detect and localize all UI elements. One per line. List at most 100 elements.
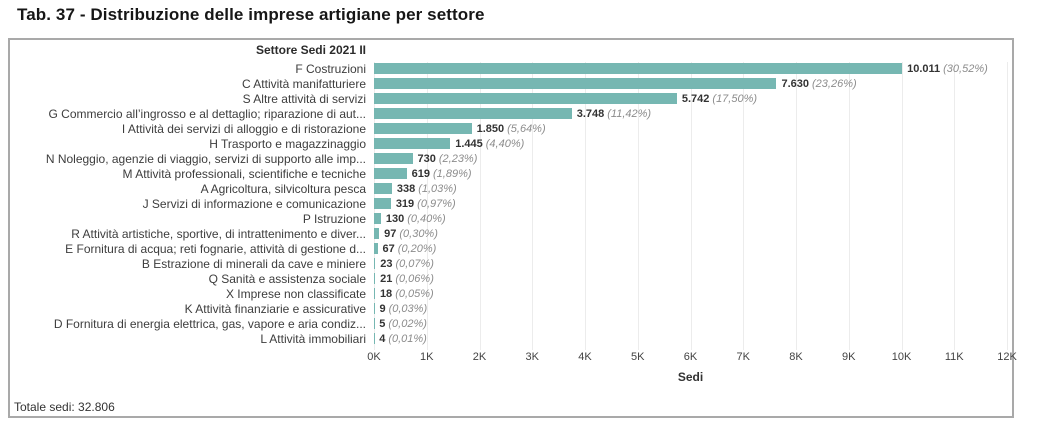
- bars-area: F Costruzioni 10.011 (30,52%) C Attività ma…: [10, 61, 1012, 346]
- bar-track: 21 (0,06%): [374, 271, 1007, 286]
- bar-track: 130 (0,40%): [374, 211, 1007, 226]
- bar-percent: (2,23%): [438, 152, 478, 165]
- category-label: B Estrazione di minerali da cave e minie…: [141, 256, 366, 271]
- bar-value: 5.742: [681, 92, 710, 105]
- bar-value: 21: [380, 272, 393, 285]
- bar-percent: (5,64%): [507, 122, 546, 135]
- bar-track: 1.850 (5,64%): [374, 121, 1007, 136]
- bar-row: B Estrazione di minerali da cave e minie…: [10, 256, 1012, 271]
- bar-value-label: 319 (0,97%): [396, 198, 456, 210]
- bar[interactable]: [374, 123, 472, 134]
- x-tick-label: 3K: [525, 351, 539, 363]
- bar[interactable]: [374, 243, 378, 254]
- x-tick-label: 2K: [472, 351, 487, 363]
- x-tick-label: 8K: [789, 351, 803, 363]
- category-label: K Attività finanziarie e assicurative: [184, 301, 366, 316]
- bar-row: H Trasporto e magazzinaggio 1.445 (4,40%): [10, 136, 1012, 151]
- category-label: R Attività artistiche, sportive, di intr…: [71, 226, 366, 241]
- category-label: S Altre attività di servizi: [242, 91, 366, 106]
- bar-percent: (11,42%): [607, 107, 652, 120]
- x-tick-label: 0K: [367, 351, 381, 363]
- category-label: H Trasporto e magazzinaggio: [209, 136, 366, 151]
- bar-percent: (0,40%): [407, 212, 446, 225]
- bar-track: 4 (0,01%): [374, 331, 1007, 346]
- bar-track: 5 (0,02%): [374, 316, 1007, 331]
- bar[interactable]: [374, 228, 380, 239]
- bar-percent: (17,50%): [712, 92, 758, 105]
- bar[interactable]: [374, 183, 392, 194]
- category-label: P Istruzione: [302, 211, 366, 226]
- bar-value: 4: [379, 332, 386, 345]
- bar[interactable]: [374, 168, 407, 179]
- bar-row: A Agricoltura, silvicoltura pesca 338 (1,0…: [10, 181, 1012, 196]
- bar-value: 730: [417, 152, 436, 165]
- bar-percent: (0,02%): [388, 317, 427, 330]
- bar[interactable]: [374, 198, 391, 209]
- bar-value-label: 10.011 (30,52%): [907, 63, 988, 75]
- category-label: N Noleggio, agenzie di viaggio, servizi …: [45, 151, 366, 166]
- bar-value: 3.748: [576, 107, 605, 120]
- x-tick-label: 6K: [683, 351, 698, 363]
- x-tick-label: 7K: [736, 351, 750, 363]
- bar-percent: (0,30%): [399, 227, 438, 240]
- bar[interactable]: [374, 273, 376, 284]
- bar-value-label: 1.850 (5,64%): [477, 123, 546, 135]
- bar-value-label: 730 (2,23%): [418, 153, 478, 165]
- bar-row: L Attività immobiliari 4 (0,01%): [10, 331, 1012, 346]
- bar-value-label: 3.748 (11,42%): [577, 108, 651, 120]
- bar-value-label: 7.630 (23,26%): [781, 78, 856, 90]
- bar[interactable]: [374, 93, 677, 104]
- bar-percent: (1,89%): [433, 167, 472, 180]
- bar-row: D Fornitura di energia elettrica, gas, v…: [10, 316, 1012, 331]
- category-label: Q Sanità e assistenza sociale: [208, 271, 366, 286]
- bar-track: 3.748 (11,42%): [374, 106, 1007, 121]
- bar-percent: (23,26%): [812, 77, 857, 90]
- bar-row: F Costruzioni 10.011 (30,52%): [10, 61, 1012, 76]
- x-tick-label: 1K: [420, 351, 434, 363]
- bar[interactable]: [374, 153, 413, 164]
- bar-track: 97 (0,30%): [374, 226, 1007, 241]
- x-tick-label: 10K: [891, 351, 912, 363]
- bar-percent: (0,07%): [395, 257, 434, 270]
- bar[interactable]: [374, 108, 572, 119]
- bar-value-label: 1.445 (4,40%): [455, 138, 524, 150]
- bar[interactable]: [374, 78, 777, 89]
- bar-value: 67: [382, 242, 395, 255]
- bar-track: 319 (0,97%): [374, 196, 1007, 211]
- bar-value-label: 18 (0,05%): [380, 288, 434, 300]
- bar[interactable]: [374, 138, 451, 149]
- category-label: F Costruzioni: [295, 61, 366, 76]
- bar-value: 130: [385, 212, 405, 225]
- bar-track: 67 (0,20%): [374, 241, 1007, 256]
- bar-track: 338 (1,03%): [374, 181, 1007, 196]
- bar-value-label: 5.742 (17,50%): [682, 93, 757, 105]
- bar-row: R Attività artistiche, sportive, di intr…: [10, 226, 1012, 241]
- category-label: D Fornitura di energia elettrica, gas, v…: [53, 316, 366, 331]
- bar-row: E Fornitura di acqua; reti fognarie, att…: [10, 241, 1012, 256]
- bar-percent: (0,03%): [388, 302, 428, 315]
- bar-value: 9: [379, 302, 386, 315]
- bar-row: S Altre attività di servizi 5.742 (17,50%): [10, 91, 1012, 106]
- bar[interactable]: [374, 63, 903, 74]
- bar-track: 18 (0,05%): [374, 286, 1007, 301]
- x-tick-label: 12K: [997, 351, 1017, 363]
- bar-row: X Imprese non classificate 18 (0,05%): [10, 286, 1012, 301]
- bar-percent: (4,40%): [485, 137, 525, 150]
- bar-value: 7.630: [781, 77, 809, 90]
- bar-track: 730 (2,23%): [374, 151, 1007, 166]
- bar-row: Q Sanità e assistenza sociale 21 (0,06%): [10, 271, 1012, 286]
- bar-row: C Attività manifatturiere 7.630 (23,26%): [10, 76, 1012, 91]
- bar[interactable]: [374, 213, 381, 224]
- bar-value: 619: [411, 167, 430, 180]
- bar-percent: (0,05%): [395, 287, 434, 300]
- bar-value-label: 21 (0,06%): [380, 273, 434, 285]
- bar-row: J Servizi di informazione e comunicazion…: [10, 196, 1012, 211]
- x-axis: 0K 1K 2K 3K 4K 5K 6K 7K 8K 9K 10K 11K 12K: [367, 349, 1017, 365]
- x-axis-title: Sedi: [677, 370, 704, 384]
- bar-value: 319: [395, 197, 415, 210]
- bar-percent: (0,06%): [395, 272, 434, 285]
- total-label: Totale sedi: 32.806: [14, 400, 115, 414]
- bar[interactable]: [374, 258, 376, 269]
- bar-value-label: 130 (0,40%): [386, 213, 446, 225]
- bar[interactable]: [374, 288, 375, 299]
